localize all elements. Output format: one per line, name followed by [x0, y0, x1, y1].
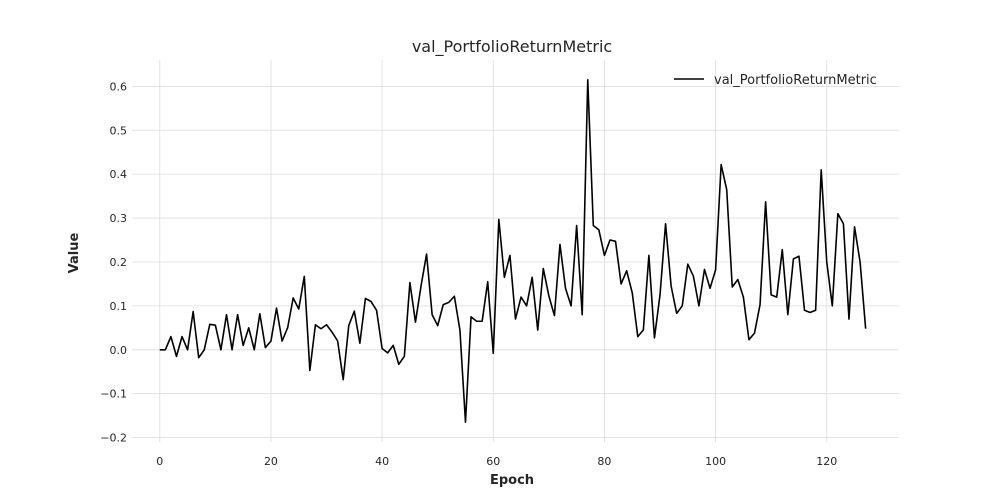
x-tick-label: 80	[597, 455, 611, 468]
y-tick-labels: −0.2 −0.1 0.0 0.1 0.2 0.3 0.4 0.5 0.6	[100, 80, 127, 444]
y-gridlines	[132, 85, 899, 439]
x-tick-label: 60	[486, 455, 500, 468]
x-tick-label: 100	[705, 455, 726, 468]
y-tick-label: 0.2	[110, 256, 128, 269]
x-gridlines	[159, 60, 828, 442]
y-tick-label: 0.6	[110, 80, 128, 93]
y-tick-label: −0.1	[100, 388, 127, 401]
y-tick-label: 0.4	[110, 168, 128, 181]
x-tick-label: 40	[375, 455, 389, 468]
y-tick-label: 0.1	[110, 300, 128, 313]
x-tick-label: 0	[156, 455, 163, 468]
legend-label: val_PortfolioReturnMetric	[714, 73, 877, 88]
y-tick-label: −0.2	[100, 432, 127, 445]
y-axis-label: Value	[67, 232, 82, 273]
x-tick-labels: 0 20 40 60 80 100 120	[156, 455, 837, 468]
series-line-val-portfolio-return-metric	[159, 78, 867, 424]
y-tick-label: 0.0	[110, 344, 128, 357]
x-axis-label: Epoch	[490, 473, 534, 488]
x-tick-label: 120	[816, 455, 837, 468]
x-tick-label: 20	[264, 455, 278, 468]
y-tick-label: 0.3	[110, 212, 128, 225]
legend: val_PortfolioReturnMetric	[674, 73, 877, 88]
chart-title: val_PortfolioReturnMetric	[412, 37, 612, 57]
y-tick-label: 0.5	[110, 124, 128, 137]
